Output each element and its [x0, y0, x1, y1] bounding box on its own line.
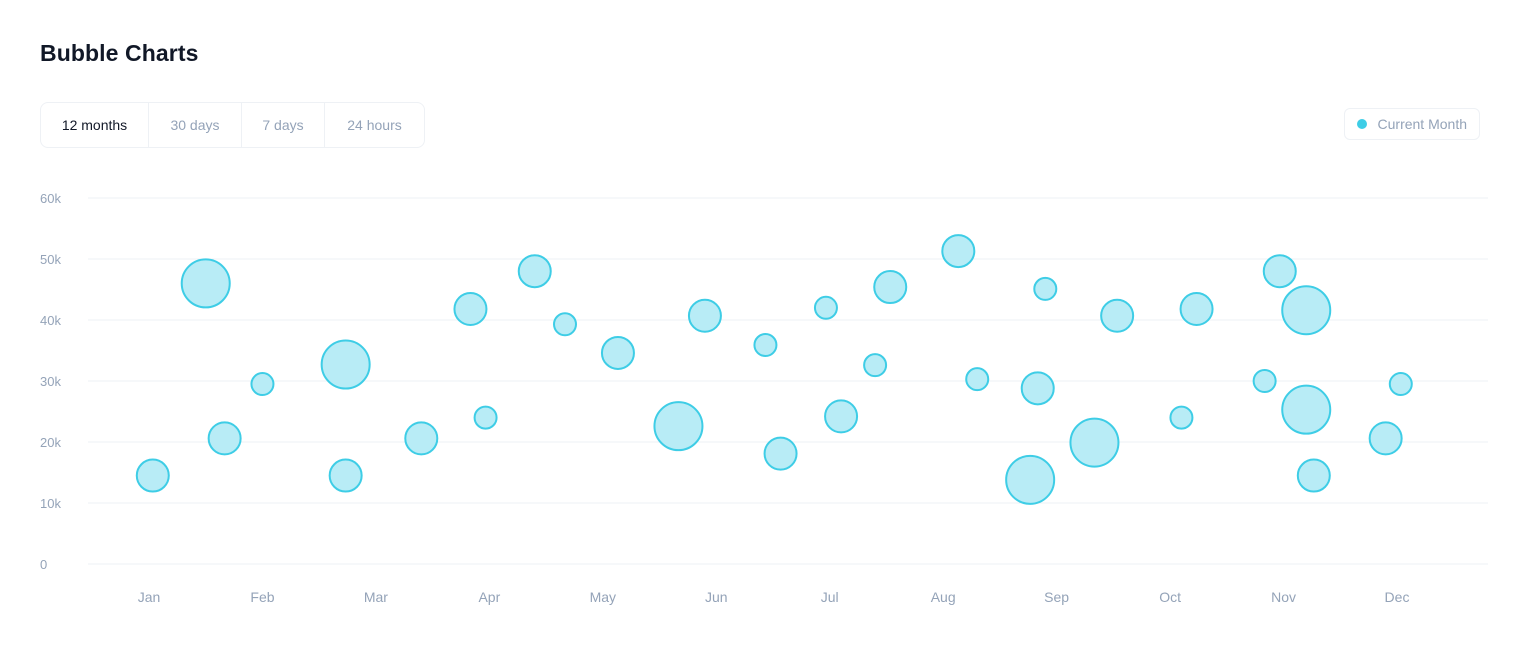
- bubble[interactable]: [1281, 384, 1332, 435]
- bubble[interactable]: [453, 292, 488, 327]
- bubble[interactable]: [135, 458, 170, 493]
- tab-12-months[interactable]: 12 months: [41, 103, 149, 147]
- x-tick-label: Mar: [364, 589, 388, 605]
- x-tick-label: Jun: [705, 589, 728, 605]
- bubble[interactable]: [965, 367, 990, 392]
- bubble[interactable]: [1005, 454, 1056, 505]
- y-tick-label: 40k: [40, 313, 61, 328]
- bubble[interactable]: [824, 399, 859, 434]
- x-tick-label: Dec: [1385, 589, 1410, 605]
- bubble[interactable]: [873, 270, 908, 305]
- bubble[interactable]: [1020, 371, 1055, 406]
- bubble[interactable]: [1296, 458, 1331, 493]
- y-axis: 0 10k 20k 30k 40k 50k 60k: [40, 191, 61, 572]
- bubble[interactable]: [863, 353, 888, 378]
- y-tick-label: 50k: [40, 252, 61, 267]
- y-tick-label: 0: [40, 557, 47, 572]
- tab-30-days[interactable]: 30 days: [149, 103, 242, 147]
- bubble[interactable]: [1252, 369, 1277, 393]
- bubble[interactable]: [1169, 405, 1194, 430]
- chart-gridlines: [88, 197, 1488, 565]
- x-tick-label: Apr: [478, 589, 500, 605]
- bubble[interactable]: [687, 298, 722, 333]
- bubble[interactable]: [1388, 372, 1413, 397]
- bubble[interactable]: [763, 436, 798, 471]
- x-axis: Jan Feb Mar Apr May Jun Jul Aug Sep Oct Nov Dec: [138, 589, 1410, 605]
- tab-24-hours[interactable]: 24 hours: [347, 117, 402, 133]
- bubble[interactable]: [1281, 285, 1332, 336]
- x-tick-label: Nov: [1271, 589, 1296, 605]
- y-tick-label: 60k: [40, 191, 61, 206]
- bubble[interactable]: [553, 312, 577, 337]
- tab-7-days[interactable]: 7 days: [242, 103, 325, 147]
- y-tick-label: 10k: [40, 496, 61, 511]
- bubble[interactable]: [753, 333, 778, 358]
- bubble[interactable]: [207, 421, 242, 456]
- bubble[interactable]: [600, 335, 635, 370]
- x-tick-label: Oct: [1159, 589, 1181, 605]
- bubble[interactable]: [1262, 254, 1297, 289]
- y-tick-label: 20k: [40, 435, 61, 450]
- bubble[interactable]: [1179, 292, 1214, 327]
- bubble[interactable]: [328, 458, 363, 493]
- bubble[interactable]: [473, 405, 498, 430]
- page-title: Bubble Charts: [40, 40, 199, 66]
- bubble[interactable]: [404, 421, 439, 456]
- x-tick-label: Feb: [250, 589, 274, 605]
- time-range-tabs: 12 months 30 days 7 days 24 hours: [40, 102, 425, 148]
- bubble[interactable]: [180, 258, 231, 309]
- bubble[interactable]: [250, 372, 275, 397]
- legend-dot-icon: [1356, 119, 1367, 129]
- legend-label: Current Month: [1377, 116, 1467, 132]
- bubble[interactable]: [1069, 417, 1120, 468]
- chart-legend[interactable]: Current Month: [1343, 108, 1480, 140]
- bubble[interactable]: [653, 401, 704, 452]
- bubble[interactable]: [813, 295, 838, 320]
- bubble[interactable]: [517, 254, 552, 289]
- x-tick-label: Sep: [1044, 589, 1069, 605]
- x-tick-label: Aug: [931, 589, 956, 605]
- bubble[interactable]: [941, 234, 976, 269]
- bubble[interactable]: [1100, 298, 1135, 333]
- bubble[interactable]: [1368, 421, 1403, 456]
- bubble[interactable]: [1033, 276, 1058, 301]
- y-tick-label: 30k: [40, 374, 61, 389]
- bubble[interactable]: [320, 339, 371, 390]
- x-tick-label: Jul: [821, 589, 839, 605]
- bubble-series: [135, 234, 1413, 505]
- x-tick-label: May: [590, 589, 616, 605]
- x-tick-label: Jan: [138, 589, 161, 605]
